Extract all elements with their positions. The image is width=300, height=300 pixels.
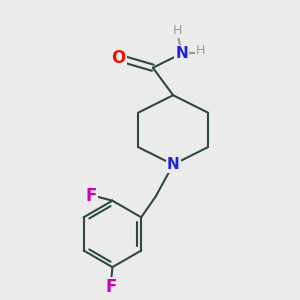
Text: O: O xyxy=(111,49,125,67)
Text: N: N xyxy=(176,46,188,61)
Text: H: H xyxy=(196,44,205,57)
Text: F: F xyxy=(85,187,97,205)
Text: F: F xyxy=(105,278,117,296)
Text: H: H xyxy=(173,24,182,37)
Text: N: N xyxy=(167,157,179,172)
